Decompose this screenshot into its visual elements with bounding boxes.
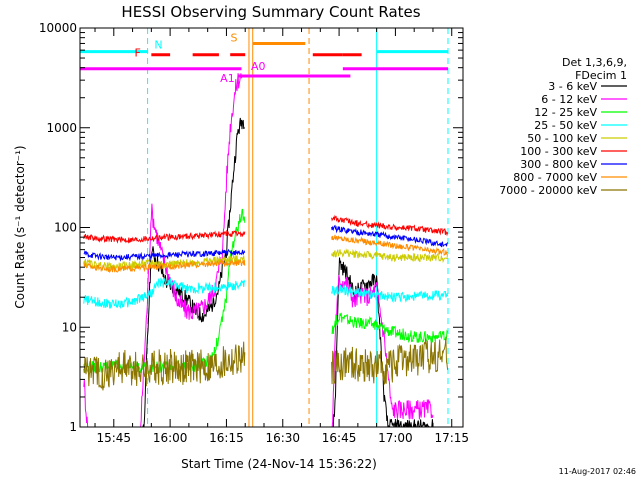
legend-header-line: Det 1,3,6,9, bbox=[562, 56, 627, 69]
legend-entry-label: 12 - 25 keV bbox=[534, 106, 597, 119]
legend-entry-label: 800 - 7000 keV bbox=[513, 171, 597, 184]
series-line-6-segment-0 bbox=[83, 248, 246, 262]
legend-entry-label: 3 - 6 keV bbox=[548, 80, 597, 93]
series-line-6-segment-1 bbox=[331, 224, 449, 248]
chart-title: HESSI Observing Summary Count Rates bbox=[121, 3, 420, 21]
x-axis-label: Start Time (24-Nov-14 15:36:22) bbox=[181, 457, 377, 471]
legend-entry-label: 50 - 100 keV bbox=[527, 132, 597, 145]
legend-entry-label: 100 - 300 keV bbox=[520, 145, 597, 158]
legend-header-line: FDecim 1 bbox=[575, 69, 627, 82]
legend-entry-label: 7000 - 20000 keV bbox=[499, 184, 597, 197]
y-tick-label: 100 bbox=[54, 221, 77, 235]
flag-label-A0: A0 bbox=[251, 60, 266, 73]
x-axis: 15:45 16:00 16:15 16:30 16:45 17:00 17:15 bbox=[94, 28, 469, 445]
y-tick-label: 1 bbox=[69, 420, 77, 434]
legend-entry-label: 25 - 50 keV bbox=[534, 119, 597, 132]
series-line-7-segment-1 bbox=[331, 234, 448, 256]
flag-label-N: N bbox=[154, 39, 162, 52]
series-line-2-segment-1 bbox=[331, 312, 449, 344]
plot-marks bbox=[80, 28, 449, 427]
series-line-1-segment-0 bbox=[83, 73, 242, 427]
flag-label-A1: A1 bbox=[220, 72, 235, 85]
series-line-3-segment-0 bbox=[83, 277, 246, 310]
y-axis: 1 10 100 1000 10000 bbox=[39, 21, 463, 434]
series-line-8-segment-1 bbox=[331, 336, 449, 385]
flag-labels: NF S A0 A1 bbox=[135, 31, 266, 85]
flag-label-F: F bbox=[135, 47, 141, 60]
series-line-5-segment-0 bbox=[83, 229, 246, 244]
y-tick-label: 10000 bbox=[39, 21, 77, 35]
series-line-8-segment-0 bbox=[83, 341, 246, 391]
series-line-3-segment-1 bbox=[331, 284, 449, 303]
series-line-4-segment-1 bbox=[331, 248, 449, 264]
generation-timestamp: 11-Aug-2017 02:46 bbox=[559, 467, 636, 476]
x-tick-label: 17:15 bbox=[434, 431, 469, 445]
series-line-5-segment-1 bbox=[331, 214, 449, 237]
x-tick-label: 15:45 bbox=[96, 431, 131, 445]
flag-label-S: S bbox=[230, 31, 237, 44]
legend-entry-label: 6 - 12 keV bbox=[541, 93, 597, 106]
x-tick-label: 16:30 bbox=[265, 431, 300, 445]
y-tick-label: 10 bbox=[62, 320, 77, 334]
x-tick-label: 16:45 bbox=[322, 431, 357, 445]
series-line-7-segment-0 bbox=[83, 259, 246, 273]
y-axis-label: Count Rate (s⁻¹ detector⁻¹) bbox=[13, 145, 27, 308]
series-group bbox=[83, 73, 449, 427]
x-tick-label: 16:00 bbox=[153, 431, 188, 445]
x-tick-label: 17:00 bbox=[378, 431, 413, 445]
y-tick-label: 1000 bbox=[46, 121, 77, 135]
legend-entry-label: 300 - 800 keV bbox=[520, 158, 597, 171]
x-tick-label: 16:15 bbox=[209, 431, 244, 445]
